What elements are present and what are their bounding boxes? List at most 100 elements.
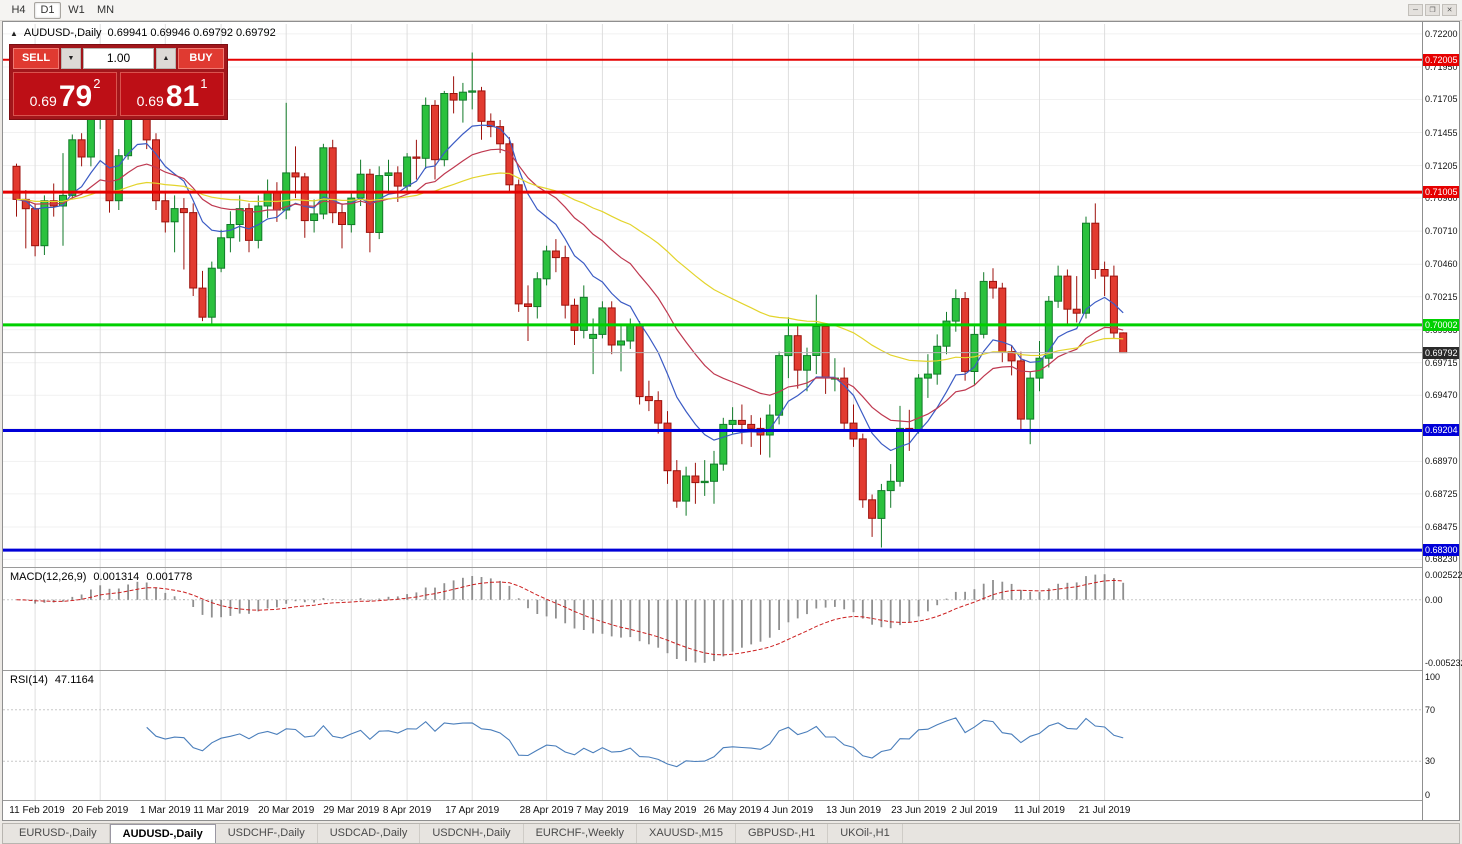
chart-tab[interactable]: UKOil-,H1	[828, 824, 903, 843]
chart-tab[interactable]: AUDUSD-,Daily	[109, 824, 216, 843]
window-controls: ─ ❐ ✕	[1408, 4, 1457, 16]
chart-tab[interactable]: XAUUSD-,M15	[637, 824, 736, 843]
chart-canvas[interactable]: 11 Feb 2019 20 Feb 2019 1 Mar 2019 11 Mar 2…	[3, 22, 1422, 819]
candle-body	[747, 423, 756, 429]
candle-body	[644, 396, 653, 402]
rsi-scale-label: 30	[1425, 756, 1436, 766]
chart-tab[interactable]: EURUSD-,Daily	[7, 824, 110, 843]
chart-title: ▲ AUDUSD-,Daily 0.69941 0.69946 0.69792 …	[10, 27, 276, 39]
timeframe-button-d1[interactable]: D1	[34, 1, 61, 19]
moving-averages-layer	[16, 124, 1124, 452]
candle-body	[551, 250, 560, 259]
candle-body	[979, 280, 988, 335]
date-label: 17 Apr 2019	[445, 805, 499, 816]
timeframe-button-mn[interactable]: MN	[96, 3, 115, 16]
candle-body	[505, 143, 514, 186]
price-label: 0.68230	[1425, 554, 1458, 564]
timeframe-button-w1[interactable]: W1	[68, 3, 85, 16]
candle-body	[691, 475, 700, 484]
grid-layer	[3, 24, 1422, 800]
candle-body	[1054, 275, 1063, 302]
chart-symbol-icon: ▲	[10, 28, 18, 38]
candle-body	[12, 165, 21, 200]
candle-body	[468, 90, 477, 93]
price-label: 0.69470	[1425, 390, 1458, 400]
candles-layer	[12, 52, 1128, 548]
date-label: 21 Jul 2019	[1079, 805, 1131, 816]
candle-body	[598, 307, 607, 335]
candle-body	[1091, 222, 1100, 270]
volume-increase-button[interactable]: ▲	[156, 48, 176, 69]
ma-22-line	[16, 148, 1124, 423]
date-label: 2 Jul 2019	[951, 805, 998, 816]
candle-body	[542, 250, 551, 280]
volume-input[interactable]: 1.00	[83, 48, 154, 69]
date-label: 28 Apr 2019	[520, 805, 574, 816]
chart-tab[interactable]: USDCAD-,Daily	[318, 824, 421, 843]
chart-tab-bar: EURUSD-,Daily AUDUSD-,Daily USDCHF-,Daily U…	[2, 823, 1460, 844]
candle-body	[328, 147, 337, 214]
trade-panel-prices: 0.69 79 2 0.69 81 1	[13, 72, 224, 116]
candle-body	[561, 257, 570, 306]
price-label: 0.68475	[1425, 522, 1458, 532]
candle-body	[728, 419, 737, 425]
ask-price-prefix: 0.69	[136, 93, 164, 109]
chart-tab[interactable]: USDCHF-,Daily	[216, 824, 318, 843]
candle-body	[235, 208, 244, 226]
candle-body	[858, 438, 867, 501]
date-label: 29 Mar 2019	[323, 805, 380, 816]
sell-price-button[interactable]: 0.69 79 2	[13, 72, 117, 116]
candle-body	[1026, 377, 1035, 420]
candle-body	[440, 93, 449, 161]
chart-tab[interactable]: GBPUSD-,H1	[736, 824, 829, 843]
ma-55-line	[16, 172, 1124, 363]
rsi-name: RSI(14)	[10, 674, 48, 686]
close-icon[interactable]: ✕	[1442, 4, 1457, 16]
timeframe-toolbar: H4 D1 W1 MN ─ ❐ ✕	[0, 0, 1462, 21]
date-label: 16 May 2019	[639, 805, 697, 816]
candle-body	[1082, 222, 1090, 314]
candle-body	[514, 184, 523, 305]
candle-body	[914, 377, 923, 431]
candle-body	[775, 355, 784, 416]
candle-body	[217, 237, 226, 269]
candle-body	[1063, 275, 1072, 310]
timeframe-button-h4[interactable]: H4	[11, 3, 26, 16]
price-label: 0.69715	[1425, 358, 1458, 368]
sell-button[interactable]: SELL	[13, 48, 59, 69]
price-label: 0.70960	[1425, 193, 1458, 203]
candle-body	[477, 90, 486, 122]
trade-panel-controls: SELL ▼ 1.00 ▲ BUY	[13, 48, 224, 69]
candle-body	[458, 91, 467, 101]
chart-tab[interactable]: EURCHF-,Weekly	[524, 824, 637, 843]
macd-scale-zero: 0.00	[1425, 595, 1443, 605]
candle-body	[421, 104, 430, 159]
volume-decrease-button[interactable]: ▼	[61, 48, 81, 69]
macd-name: MACD(12,26,9)	[10, 571, 87, 583]
chart-title-ohlc: 0.69941 0.69946 0.69792 0.69792	[107, 27, 276, 39]
candle-body	[961, 298, 970, 372]
buy-button[interactable]: BUY	[178, 48, 224, 69]
price-axis[interactable]: 0.72200 0.71950 0.71705 0.71455 0.71205 0.709…	[1422, 22, 1462, 820]
candle-body	[635, 324, 644, 398]
macd-label: MACD(12,26,9) 0.001314 0.001778	[10, 571, 192, 583]
candle-body	[868, 499, 877, 519]
candle-body	[179, 208, 188, 214]
candle-body	[570, 304, 579, 331]
chevron-up-icon: ▲	[162, 55, 170, 62]
macd-signal-line	[16, 579, 1124, 656]
restore-icon[interactable]: ❐	[1425, 4, 1440, 16]
minimize-icon[interactable]: ─	[1408, 4, 1423, 16]
buy-price-button[interactable]: 0.69 81 1	[120, 72, 224, 116]
candle-body	[431, 104, 439, 161]
price-label: 0.68970	[1425, 456, 1458, 466]
candle-body	[310, 213, 319, 221]
candle-body	[533, 278, 542, 308]
date-label: 8 Apr 2019	[383, 805, 432, 816]
rsi-scale-label: 0	[1425, 790, 1431, 800]
candle-body	[77, 139, 86, 158]
chart-tab[interactable]: USDCNH-,Daily	[420, 824, 524, 843]
chart-window: 11 Feb 2019 20 Feb 2019 1 Mar 2019 11 Mar 2…	[2, 21, 1462, 821]
candle-body	[170, 208, 179, 223]
candle-body	[403, 156, 412, 187]
